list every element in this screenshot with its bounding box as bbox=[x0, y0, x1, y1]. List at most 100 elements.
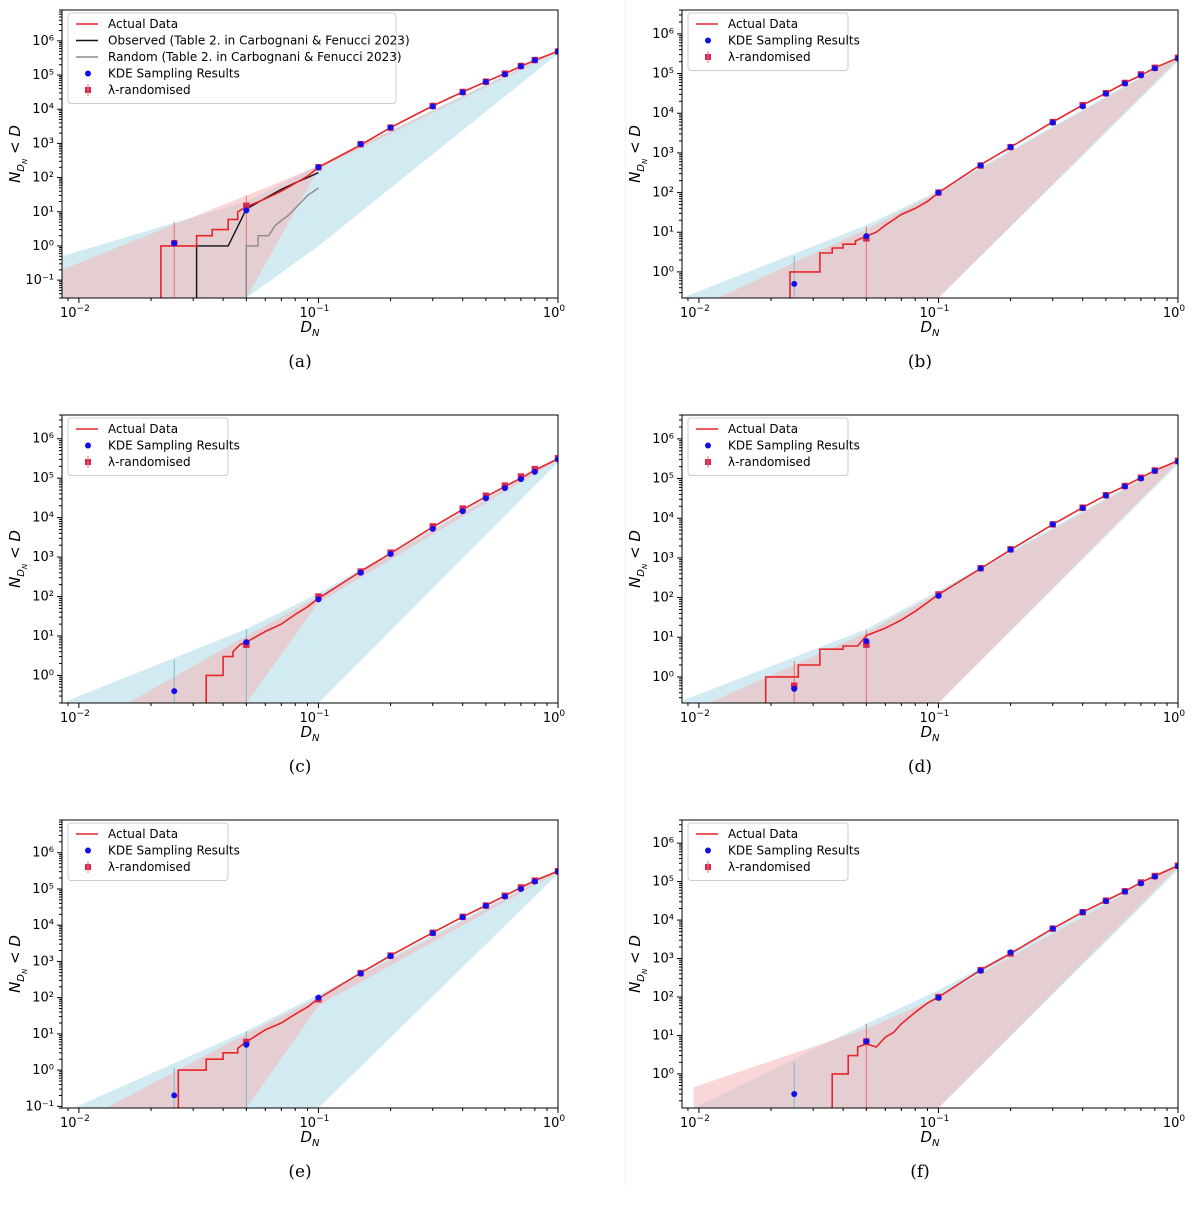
kde-marker bbox=[387, 124, 394, 131]
kde-marker bbox=[517, 476, 524, 483]
kde-confidence-band bbox=[62, 456, 558, 703]
kde-marker bbox=[1007, 949, 1014, 956]
actual-data-line bbox=[831, 864, 1178, 1108]
x-tick-label: 100 bbox=[1163, 709, 1186, 726]
kde-marker bbox=[1121, 483, 1128, 490]
x-tick-label: 10−2 bbox=[60, 1114, 90, 1131]
legend-kde-label: KDE Sampling Results bbox=[108, 67, 240, 81]
y-tick-label: 10¹ bbox=[652, 225, 674, 240]
kde-marker bbox=[357, 141, 364, 148]
kde-marker bbox=[429, 103, 436, 110]
kde-marker bbox=[1102, 90, 1109, 97]
kde-marker bbox=[1079, 909, 1086, 916]
legend-lambda-label: λ-randomised bbox=[108, 860, 191, 874]
x-tick-label: 100 bbox=[543, 709, 566, 726]
legend-kde-label: KDE Sampling Results bbox=[728, 439, 860, 453]
caption-d: (d) bbox=[907, 757, 933, 777]
plot-area bbox=[73, 867, 558, 1108]
lambda-marker bbox=[791, 682, 798, 689]
legend-random-label: Random (Table 2. in Carbognani & Fenucci… bbox=[108, 50, 402, 64]
y-tick-label: 10³ bbox=[32, 550, 54, 565]
legend-box bbox=[67, 417, 229, 476]
lambda-marker bbox=[863, 641, 870, 648]
random-line bbox=[245, 187, 319, 298]
x-tick-label: 10−2 bbox=[60, 304, 90, 321]
kde-marker bbox=[977, 162, 984, 169]
caption-c: (c) bbox=[288, 757, 312, 777]
legend-kde-marker bbox=[85, 70, 91, 77]
kde-marker bbox=[429, 525, 436, 532]
y-tick-label: 10⁰ bbox=[32, 668, 54, 683]
x-axis-label: DN bbox=[920, 318, 940, 339]
y-tick-label: 10³ bbox=[652, 551, 674, 566]
x-tick-label: 100 bbox=[1163, 304, 1186, 321]
axes-frame bbox=[681, 414, 1179, 704]
plot-area bbox=[682, 54, 1178, 298]
chart-a: 10−2 10−1 10010⁻¹10⁰10¹10²10³10⁴10⁵10⁶DNND… bbox=[6, 9, 565, 339]
y-tick-label: 10⁵ bbox=[652, 875, 674, 890]
kde-marker bbox=[501, 485, 508, 492]
legend-lambda-label: λ-randomised bbox=[108, 83, 191, 97]
y-tick-label: 10⁰ bbox=[652, 265, 674, 280]
legend-actual-label: Actual Data bbox=[108, 827, 178, 841]
lambda-confidence-band bbox=[693, 864, 1178, 1108]
legend-actual-label: Actual Data bbox=[108, 422, 178, 436]
kde-marker bbox=[1079, 103, 1086, 110]
x-tick-label: 10−2 bbox=[680, 304, 710, 321]
kde-marker bbox=[1175, 55, 1178, 62]
x-axis-label: DN bbox=[920, 723, 940, 744]
kde-marker bbox=[171, 1092, 178, 1099]
lambda-confidence-band bbox=[717, 57, 1178, 298]
y-tick-label: 10⁴ bbox=[32, 918, 54, 933]
y-tick-label: 10⁶ bbox=[32, 432, 54, 447]
kde-marker bbox=[482, 78, 489, 85]
kde-marker bbox=[1007, 546, 1014, 553]
y-tick-label: 10⁵ bbox=[652, 472, 674, 487]
kde-marker bbox=[1151, 468, 1158, 475]
x-tick-label: 10−2 bbox=[680, 709, 710, 726]
kde-marker bbox=[935, 189, 942, 196]
kde-marker bbox=[482, 902, 489, 909]
caption-b: (b) bbox=[907, 352, 933, 372]
caption-f: (f) bbox=[910, 1162, 930, 1182]
kde-marker bbox=[243, 639, 250, 646]
kde-marker bbox=[935, 592, 942, 599]
kde-marker bbox=[1102, 492, 1109, 499]
y-tick-label: 10⁴ bbox=[652, 106, 674, 121]
x-axis-label: DN bbox=[300, 723, 320, 744]
kde-marker bbox=[501, 71, 508, 78]
kde-marker bbox=[1049, 925, 1056, 932]
kde-marker bbox=[243, 1041, 250, 1048]
y-axis-label: NDN < D bbox=[626, 935, 649, 993]
y-tick-label: 10⁴ bbox=[32, 511, 54, 526]
y-tick-label: 10³ bbox=[652, 146, 674, 161]
y-tick-label: 10⁻¹ bbox=[25, 1099, 54, 1114]
y-tick-label: 10⁰ bbox=[32, 239, 54, 254]
y-tick-label: 10⁴ bbox=[652, 511, 674, 526]
kde-marker bbox=[459, 914, 466, 921]
legend-kde-marker bbox=[705, 442, 711, 449]
y-tick-label: 10² bbox=[652, 186, 674, 201]
y-tick-label: 10⁶ bbox=[652, 836, 674, 851]
kde-marker bbox=[459, 89, 466, 96]
lambda-confidence-band bbox=[106, 870, 558, 1108]
lambda-marker bbox=[243, 202, 250, 209]
kde-marker bbox=[1049, 119, 1056, 126]
y-tick-label: 10² bbox=[32, 590, 54, 605]
y-tick-label: 10⁰ bbox=[652, 670, 674, 685]
kde-marker bbox=[791, 1091, 798, 1098]
y-tick-label: 10⁶ bbox=[652, 432, 674, 447]
y-axis-label: NDN < D bbox=[6, 935, 29, 993]
kde-marker bbox=[315, 164, 322, 171]
y-tick-label: 10¹ bbox=[32, 1027, 54, 1042]
kde-marker bbox=[531, 878, 538, 885]
x-axis-label: DN bbox=[920, 1128, 940, 1149]
legend-kde-marker bbox=[705, 847, 711, 854]
kde-marker bbox=[1121, 80, 1128, 87]
kde-marker bbox=[555, 456, 558, 463]
legend-lambda-label: λ-randomised bbox=[728, 860, 811, 874]
kde-marker bbox=[791, 280, 798, 287]
y-tick-label: 10⁶ bbox=[32, 846, 54, 861]
